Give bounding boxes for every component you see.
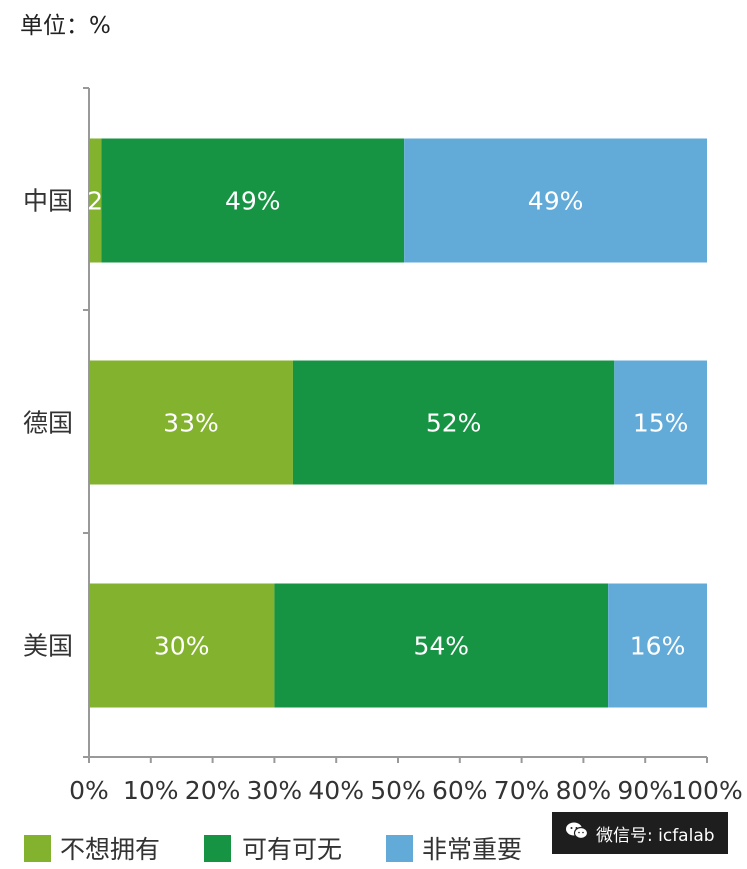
x-tick-label: 90% (617, 776, 673, 805)
x-tick-label: 70% (494, 776, 550, 805)
legend-label: 不想拥有 (60, 835, 160, 864)
data-label: 49% (225, 187, 281, 216)
x-tick-label: 80% (556, 776, 612, 805)
bar-segment (292, 360, 615, 485)
x-tick-label: 30% (247, 776, 303, 805)
unit-label: 单位：% (20, 13, 111, 39)
legend-label: 非常重要 (422, 835, 522, 864)
data-label: 49% (528, 187, 584, 216)
x-tick-label: 0% (69, 776, 109, 805)
watermark-text: 微信号: icfalab (596, 825, 715, 846)
category-label: 美国 (23, 632, 73, 661)
data-label: 30% (154, 632, 210, 661)
legend-swatch (204, 835, 231, 862)
bar-segment (274, 583, 609, 708)
x-tick-label: 20% (185, 776, 241, 805)
category-label: 德国 (23, 409, 73, 438)
x-tick-label: 100% (671, 776, 742, 805)
data-label: 33% (163, 409, 219, 438)
x-tick-label: 60% (432, 776, 488, 805)
bar-segment (608, 583, 707, 708)
bar-segment (614, 360, 707, 485)
watermark: 微信号: icfalab (552, 812, 728, 854)
legend-swatch (386, 835, 413, 862)
bar-segment (89, 583, 275, 708)
x-tick-label: 50% (370, 776, 426, 805)
data-label: 15% (633, 409, 689, 438)
bar-segment (101, 138, 405, 263)
x-tick-label: 10% (123, 776, 179, 805)
bar-segment (404, 138, 707, 263)
x-tick-label: 40% (308, 776, 364, 805)
legend-swatch (24, 835, 51, 862)
legend-label: 可有可无 (242, 835, 342, 864)
category-label: 中国 (23, 187, 73, 216)
bar-segment (89, 138, 102, 263)
data-label: 16% (630, 632, 686, 661)
data-label: 52% (426, 409, 482, 438)
data-label: 54% (413, 632, 469, 661)
bar-segment (89, 360, 293, 485)
wechat-icon (566, 822, 589, 845)
